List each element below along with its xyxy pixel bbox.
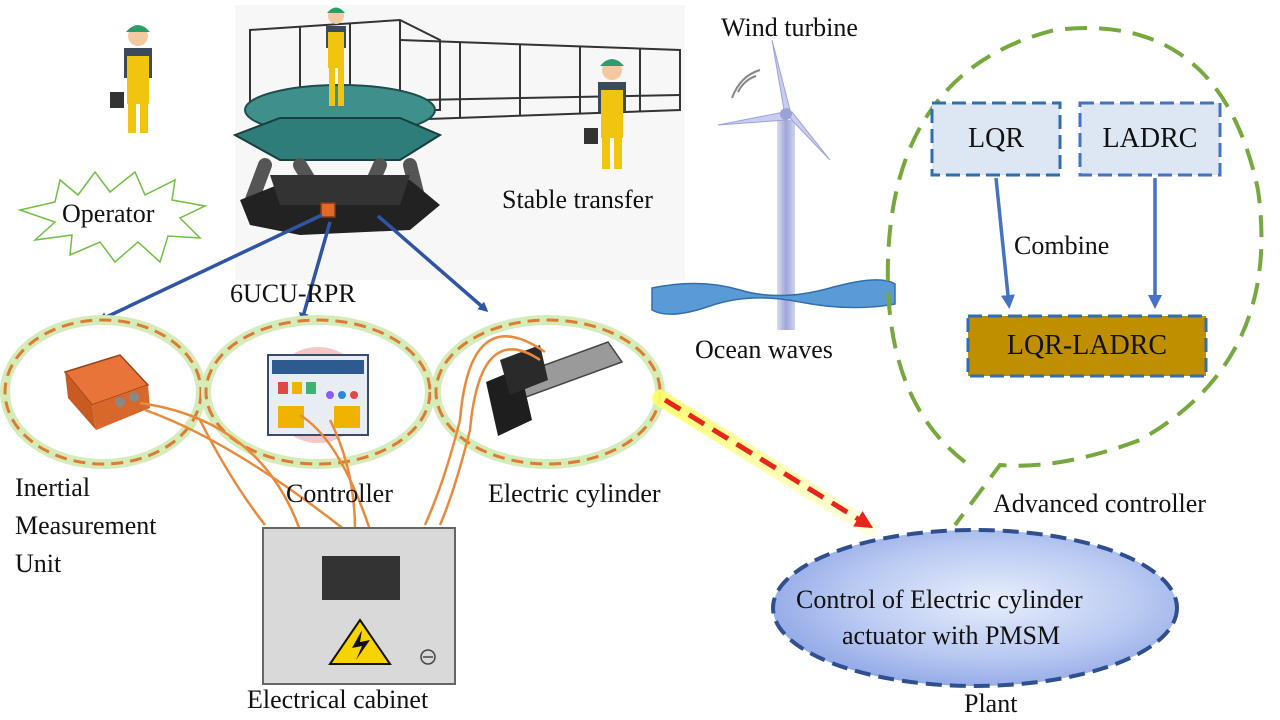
ocean-waves-label: Ocean waves bbox=[695, 335, 833, 364]
plant-text-line2: actuator with PMSM bbox=[842, 621, 1061, 650]
imu-label-line1: Inertial bbox=[15, 473, 91, 502]
stable-transfer-label: Stable transfer bbox=[502, 185, 653, 214]
imu-label-line3: Unit bbox=[15, 549, 62, 578]
lqr-arrow bbox=[994, 177, 1015, 309]
wind-turbine bbox=[717, 39, 831, 330]
plant-ellipse bbox=[771, 528, 1179, 688]
platform-arrows bbox=[97, 213, 489, 323]
advanced-controller-label: Advanced controller bbox=[993, 489, 1206, 518]
electric-cylinder-device bbox=[486, 341, 624, 436]
controller-label: Controller bbox=[286, 479, 393, 508]
plant-arrow bbox=[652, 390, 878, 536]
plant-text-line1: Control of Electric cylinder bbox=[796, 585, 1083, 614]
electrical-cabinet-label: Electrical cabinet bbox=[247, 685, 429, 714]
wind-turbine-label: Wind turbine bbox=[721, 13, 858, 42]
combine-label: Combine bbox=[1014, 231, 1110, 260]
electrical-cabinet-device bbox=[262, 527, 456, 685]
ladrc-box bbox=[1078, 101, 1222, 177]
operator-starburst bbox=[17, 170, 208, 264]
worker-figure-center bbox=[326, 7, 346, 106]
imu-device bbox=[63, 354, 150, 430]
lqr-box bbox=[930, 101, 1062, 177]
lqr-label: LQR bbox=[968, 123, 1024, 154]
plant-label: Plant bbox=[964, 689, 1018, 718]
ocean-waves-band bbox=[651, 279, 896, 315]
worker-figure-left bbox=[110, 25, 152, 133]
lqr-ladrc-box bbox=[966, 314, 1208, 378]
imu-label-line2: Measurement bbox=[15, 511, 157, 540]
electric-cylinder-label: Electric cylinder bbox=[488, 479, 661, 508]
ladrc-label: LADRC bbox=[1102, 123, 1198, 154]
controller-device bbox=[267, 347, 369, 443]
wiring bbox=[139, 335, 546, 531]
advanced-controller-outline bbox=[885, 26, 1264, 527]
worker-figure-right bbox=[584, 59, 626, 169]
operator-label: Operator bbox=[62, 199, 155, 228]
platform-label: 6UCU-RPR bbox=[230, 279, 356, 308]
lqr-ladrc-label: LQR-LADRC bbox=[1006, 330, 1168, 361]
